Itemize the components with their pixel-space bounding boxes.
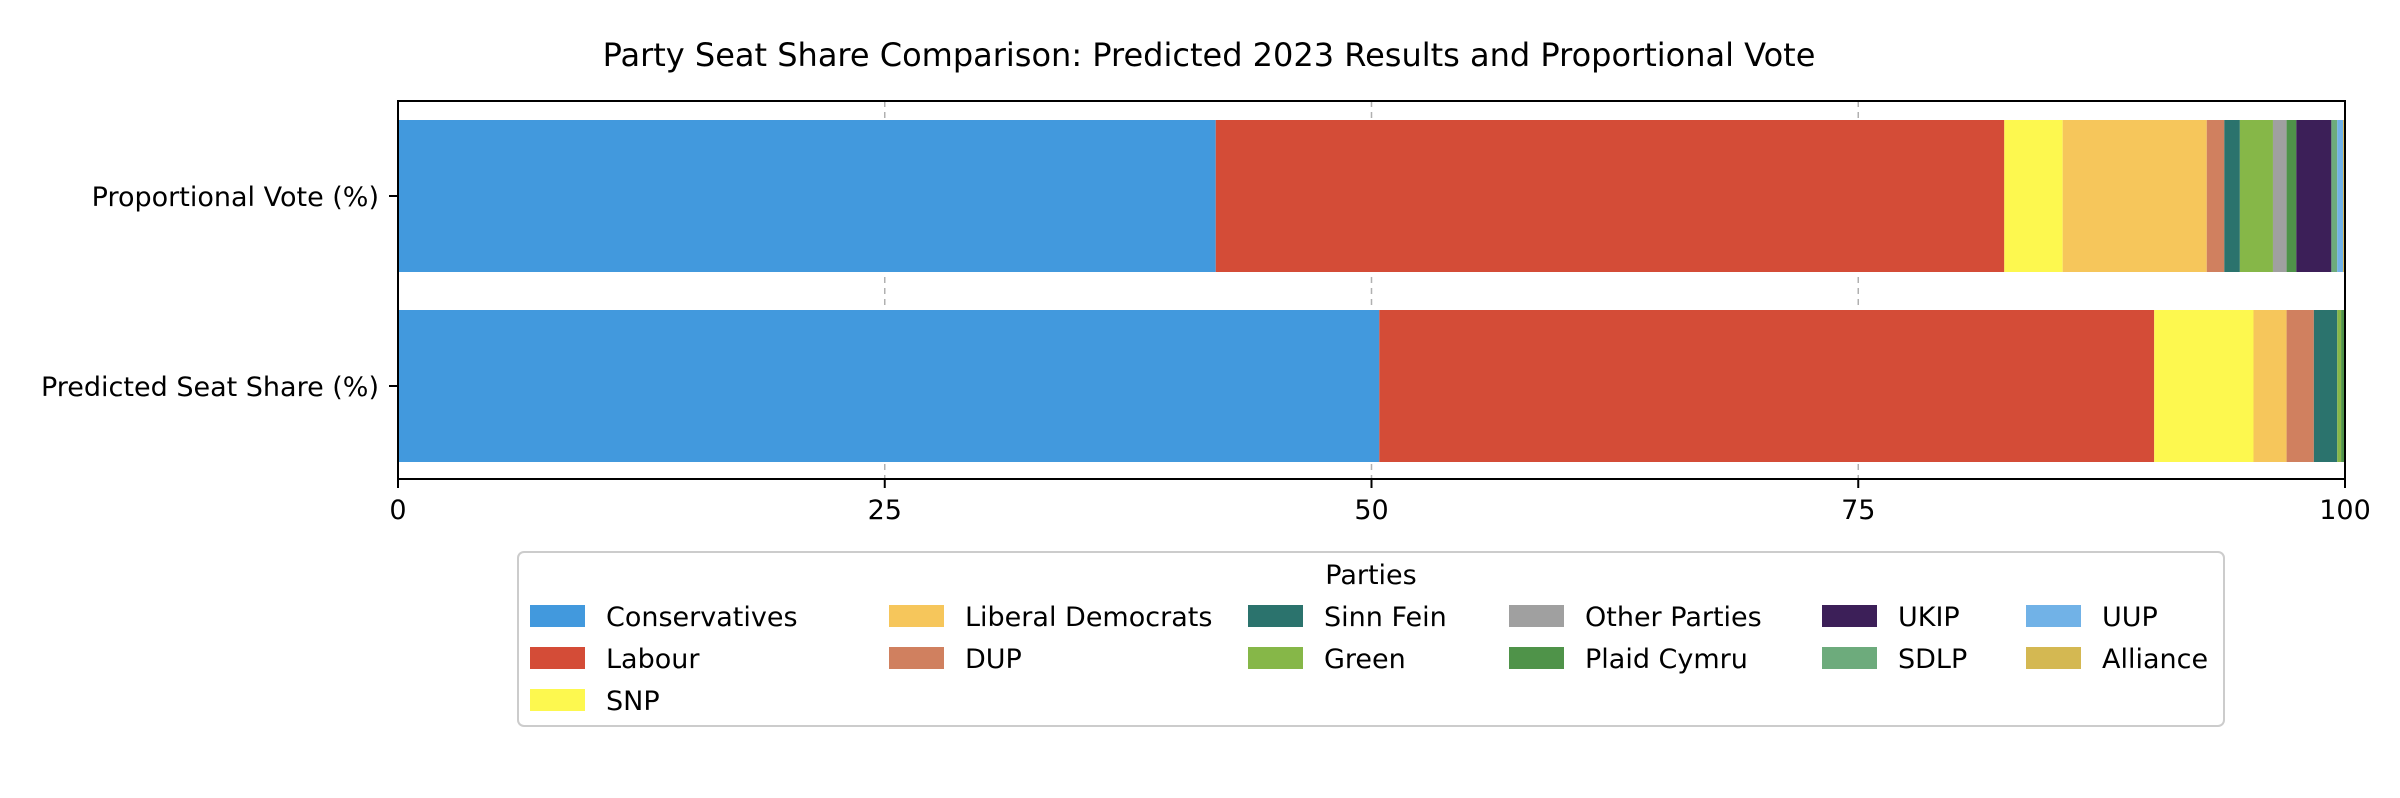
y-tick-label-1: Predicted Seat Share (%) xyxy=(41,372,379,403)
legend-swatch-ukip xyxy=(1822,605,1877,627)
legend-frame xyxy=(517,551,2225,727)
grid-layer xyxy=(884,101,1859,479)
bar-liberal-democrats-0 xyxy=(2062,120,2207,272)
bar-labour-1 xyxy=(1379,310,2155,462)
legend-swatch-labour xyxy=(530,647,585,669)
bar-dup-0 xyxy=(2206,120,2225,272)
legend-swatch-sinn-fein xyxy=(1248,605,1303,627)
legend: Parties Conservatives Labour SNP Liberal De… xyxy=(517,551,2225,727)
legend-label-uup: UUP xyxy=(2102,602,2158,633)
legend-label-snp: SNP xyxy=(606,686,660,717)
legend-title: Parties xyxy=(1325,560,1416,591)
bar-sinn-fein-0 xyxy=(2224,120,2240,272)
legend-label-sinn-fein: Sinn Fein xyxy=(1324,602,1447,633)
legend-label-ukip: UKIP xyxy=(1898,602,1960,633)
legend-swatch-alliance xyxy=(2026,647,2081,669)
legend-swatch-green xyxy=(1248,647,1303,669)
bar-green-1 xyxy=(2337,310,2342,462)
x-tick-label-1: 25 xyxy=(868,495,902,526)
bar-green-0 xyxy=(2239,120,2273,272)
legend-swatch-dup xyxy=(889,647,944,669)
bars-layer xyxy=(398,120,2345,462)
legend-swatch-conservatives xyxy=(530,605,585,627)
legend-label-labour: Labour xyxy=(606,644,700,675)
x-tick-label-0: 0 xyxy=(389,495,406,526)
legend-label-dup: DUP xyxy=(965,644,1022,675)
chart-title: Party Seat Share Comparison: Predicted 2… xyxy=(603,36,1816,74)
legend-swatch-snp xyxy=(530,689,585,711)
bar-plaid-cymru-0 xyxy=(2286,120,2297,272)
legend-swatch-plaid-cymru xyxy=(1509,647,1564,669)
legend-label-sdlp: SDLP xyxy=(1898,644,1967,675)
bar-conservatives-1 xyxy=(398,310,1380,462)
axes-layer: 0 25 50 75 100 Proportional Vote (%) Predicted… xyxy=(41,100,2371,526)
legend-swatch-liberal-democrats xyxy=(889,605,944,627)
bar-uup-0 xyxy=(2337,120,2344,272)
legend-label-alliance: Alliance xyxy=(2102,644,2208,675)
bar-snp-0 xyxy=(2004,120,2063,272)
legend-label-plaid-cymru: Plaid Cymru xyxy=(1585,644,1748,675)
bar-dup-1 xyxy=(2286,310,2314,462)
legend-swatch-uup xyxy=(2026,605,2081,627)
legend-swatch-other-parties xyxy=(1509,605,1564,627)
legend-label-liberal-democrats: Liberal Democrats xyxy=(965,602,1212,633)
x-tick-label-3: 75 xyxy=(1841,495,1875,526)
bar-ukip-0 xyxy=(2296,120,2332,272)
legend-label-green: Green xyxy=(1324,644,1406,675)
bar-labour-0 xyxy=(1215,120,2005,272)
x-tick-label-2: 50 xyxy=(1354,495,1388,526)
bar-conservatives-0 xyxy=(398,120,1216,272)
bar-plaid-cymru-1 xyxy=(2341,310,2345,462)
legend-label-other-parties: Other Parties xyxy=(1585,602,1762,633)
bar-snp-1 xyxy=(2154,310,2254,462)
y-tick-label-0: Proportional Vote (%) xyxy=(92,182,379,213)
bar-sinn-fein-1 xyxy=(2313,310,2338,462)
legend-label-conservatives: Conservatives xyxy=(606,602,798,633)
bar-liberal-democrats-1 xyxy=(2253,310,2287,462)
bar-other-parties-0 xyxy=(2272,120,2287,272)
bar-sdlp-0 xyxy=(2331,120,2338,272)
x-tick-label-4: 100 xyxy=(2319,495,2371,526)
legend-swatch-sdlp xyxy=(1822,647,1877,669)
